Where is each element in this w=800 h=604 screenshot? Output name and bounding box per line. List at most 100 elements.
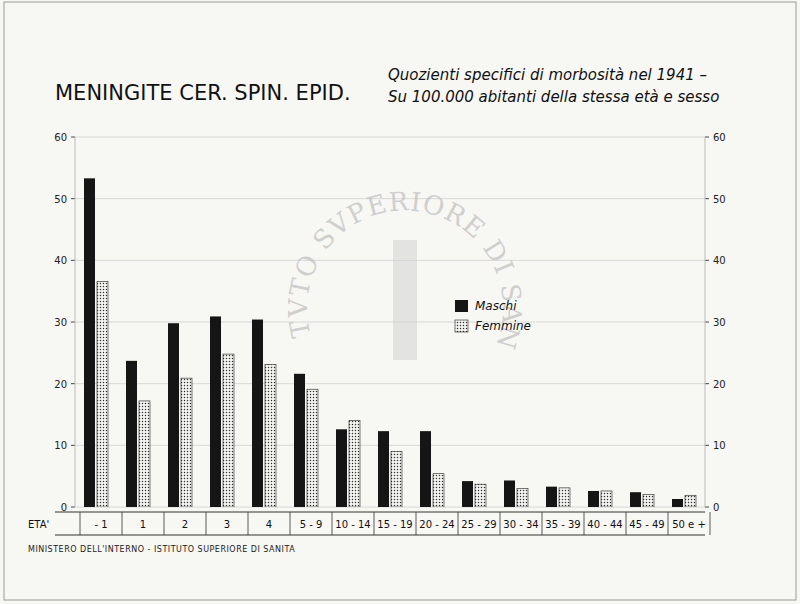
- x-tick-label: - 1: [94, 519, 107, 530]
- category-separator: [206, 512, 207, 535]
- category-separator: [668, 512, 669, 535]
- legend: Maschi Femmine: [455, 299, 531, 333]
- x-tick-label: 4: [266, 519, 272, 530]
- x-axis-bottom: [55, 535, 705, 536]
- x-tick-label: 30 - 34: [503, 519, 538, 530]
- y-tick-label: 20: [54, 379, 67, 390]
- x-tick-label: 50 e +: [672, 519, 706, 530]
- bar: [685, 495, 696, 507]
- y2-tick-label: 10: [713, 440, 726, 451]
- bar: [420, 431, 431, 507]
- y-tick-label: 40: [54, 255, 67, 266]
- grid-line: [75, 322, 705, 323]
- y2-tick-label: 60: [713, 132, 726, 143]
- category-separator: [710, 512, 711, 535]
- x-tick-label: 40 - 44: [587, 519, 622, 530]
- x-tick-label: 3: [224, 519, 230, 530]
- bar: [643, 495, 654, 507]
- bar: [139, 401, 150, 507]
- bar: [181, 378, 192, 507]
- tick: [71, 445, 75, 446]
- category-separator: [500, 512, 501, 535]
- bar: [97, 281, 108, 507]
- bar: [336, 429, 347, 507]
- tick: [71, 322, 75, 323]
- legend-swatch: [455, 320, 468, 332]
- tick: [705, 383, 709, 384]
- tick: [71, 198, 75, 199]
- category-separator: [584, 512, 585, 535]
- subtitle: Su 100.000 abitanti della stessa età e s…: [388, 88, 719, 106]
- category-separator: [80, 512, 81, 535]
- legend-label: Femmine: [475, 319, 531, 333]
- bar: [588, 491, 599, 507]
- category-separator: [164, 512, 165, 535]
- tick: [71, 383, 75, 384]
- x-tick-label: 25 - 29: [461, 519, 496, 530]
- legend-label: Maschi: [475, 299, 517, 313]
- category-separator: [458, 512, 459, 535]
- category-separator: [626, 512, 627, 535]
- border: [4, 2, 796, 600]
- bar: [672, 499, 683, 507]
- x-tick-label: 1: [140, 519, 146, 530]
- bar: [210, 316, 221, 507]
- tick: [705, 198, 709, 199]
- tick: [71, 260, 75, 261]
- bar: [475, 484, 486, 507]
- y-tick-label: 60: [54, 132, 67, 143]
- grid-line: [75, 260, 705, 261]
- tick: [705, 137, 709, 138]
- title: MENINGITE CER. SPIN. EPID.: [55, 81, 351, 105]
- bar: [84, 178, 95, 507]
- tick: [705, 322, 709, 323]
- y-tick-label: 50: [54, 194, 67, 205]
- background: [0, 0, 800, 604]
- watermark-staff: [393, 240, 417, 360]
- y-tick-label: 0: [61, 502, 67, 513]
- y-tick-label: 30: [54, 317, 67, 328]
- y2-tick-label: 40: [713, 255, 726, 266]
- category-separator: [332, 512, 333, 535]
- bar: [504, 480, 515, 507]
- x-tick-label: 35 - 39: [545, 519, 580, 530]
- tick: [71, 137, 75, 138]
- bar: [168, 323, 179, 507]
- x-tick-label: 20 - 24: [419, 519, 454, 530]
- bar: [252, 320, 263, 507]
- bar: [559, 488, 570, 507]
- category-separator: [122, 512, 123, 535]
- x-tick-label: 5 - 9: [300, 519, 323, 530]
- chart: MENINGITE CER. SPIN. EPID. Quozienti spec…: [0, 0, 800, 604]
- bar: [307, 389, 318, 507]
- footer: MINISTERO DELL'INTERNO - ISTITUTO SUPERI…: [28, 545, 295, 554]
- category-separator: [374, 512, 375, 535]
- bar: [223, 354, 234, 507]
- bar: [630, 492, 641, 507]
- category-separator: [248, 512, 249, 535]
- grid-line: [75, 137, 705, 138]
- bar: [391, 452, 402, 508]
- x-label: ETA': [28, 519, 49, 530]
- y2-tick-label: 50: [713, 194, 726, 205]
- bar: [546, 487, 557, 507]
- tick: [705, 260, 709, 261]
- category-separator: [416, 512, 417, 535]
- tick: [705, 507, 709, 508]
- bar: [265, 365, 276, 507]
- subtitle: Quozienti specifici di morbosità nel 194…: [388, 66, 707, 84]
- y2-axis: [705, 137, 706, 507]
- bar: [601, 491, 612, 507]
- y-tick-label: 10: [54, 440, 67, 451]
- y-axis: [75, 137, 76, 507]
- bar: [378, 431, 389, 507]
- y2-tick-label: 30: [713, 317, 726, 328]
- x-tick-label: 10 - 14: [335, 519, 370, 530]
- x-axis: [55, 512, 705, 513]
- bars: [84, 178, 696, 507]
- category-separator: [290, 512, 291, 535]
- tick: [71, 507, 75, 508]
- bar: [126, 361, 137, 507]
- y2-tick-label: 0: [713, 502, 719, 513]
- category-separator: [542, 512, 543, 535]
